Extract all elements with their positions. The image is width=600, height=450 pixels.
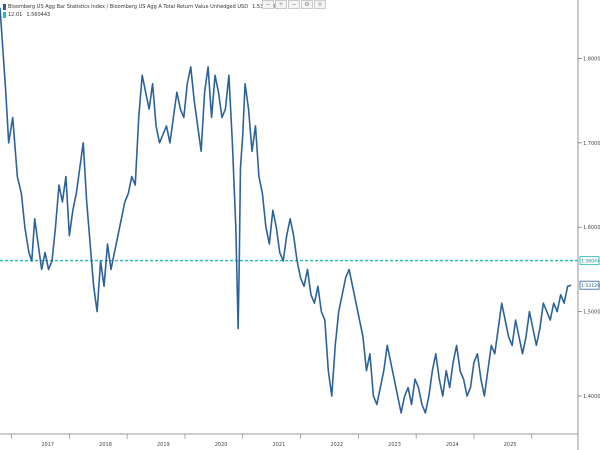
legend-label-series2: 12.01 [8, 12, 23, 18]
y-tick-label-1: 1.500000 [583, 310, 600, 316]
reference-value-box [579, 256, 600, 266]
legend-swatch-series1 [3, 4, 6, 10]
x-tick-label-9: 2025 [504, 442, 517, 448]
legend-value-series2: 1.560443 [26, 12, 51, 18]
y-tick-label-4: 1.800000 [583, 56, 600, 62]
x-tick-label-5: 2021 [273, 442, 286, 448]
close-icon[interactable]: × [314, 0, 326, 9]
legend-swatch-series2 [3, 12, 6, 18]
zoom-out-icon[interactable]: − [288, 0, 300, 9]
chart-toolbar: − + − ⚙ × [262, 0, 326, 9]
x-tick-label-8: 2024 [446, 442, 459, 448]
y-tick-label-2: 1.600000 [583, 225, 600, 231]
legend-entry-series2[interactable]: 12.01 1.560443 [3, 11, 276, 19]
reference-value-label: 1.560443 [581, 259, 600, 265]
x-tick-label-6: 2022 [330, 442, 343, 448]
series-line-0 [0, 7, 572, 414]
x-tick-label-4: 2020 [215, 442, 228, 448]
x-tick-label-7: 2023 [388, 442, 401, 448]
zoom-in-icon[interactable]: + [275, 0, 287, 9]
y-tick-label-3: 1.700000 [583, 141, 600, 147]
legend-label-series1: Bloomberg US Agg Bar Statistics Index / … [8, 4, 249, 10]
last-value-box [579, 280, 600, 290]
x-tick-label-2: 2018 [99, 442, 112, 448]
x-tick-label-1: 2017 [41, 442, 54, 448]
minus-icon[interactable]: − [262, 0, 274, 9]
settings-icon[interactable]: ⚙ [301, 0, 313, 9]
x-tick-label-3: 2019 [157, 442, 170, 448]
last-value-label: 1.531297 [581, 283, 600, 289]
y-tick-label-0: 1.400000 [583, 394, 600, 400]
